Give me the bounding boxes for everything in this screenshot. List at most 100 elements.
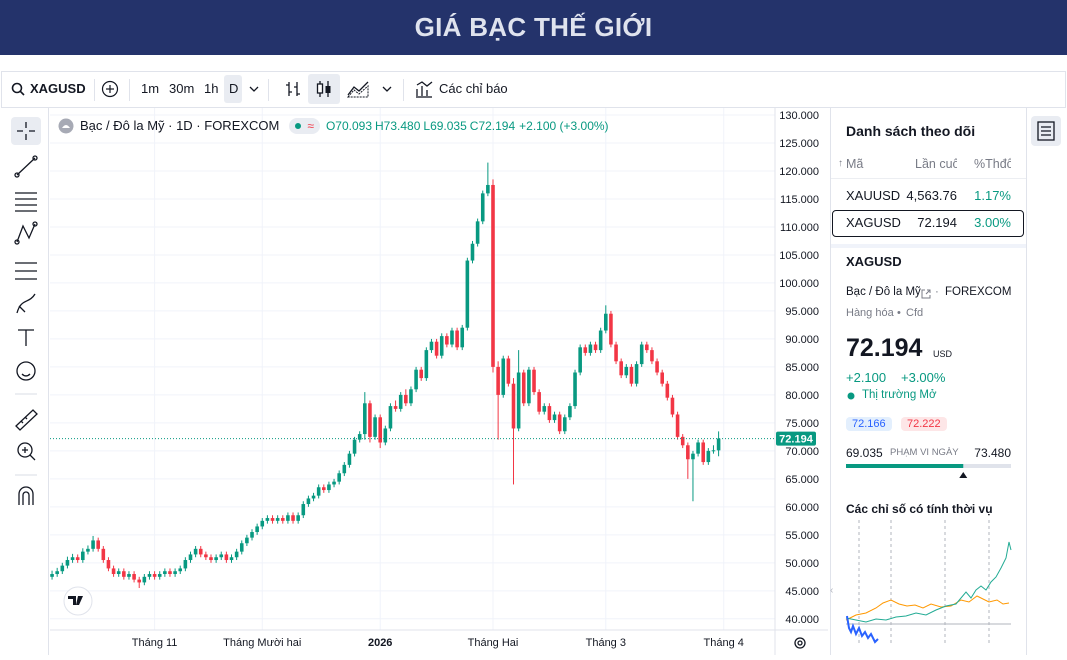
x-tick-label: Tháng 11 <box>132 637 178 649</box>
candle-body <box>527 369 531 404</box>
candle-body <box>598 330 603 351</box>
magnet-tool[interactable] <box>18 486 34 505</box>
interval[interactable]: D <box>229 81 239 96</box>
tool-icons <box>11 117 41 505</box>
y-tick-label: 40.000 <box>785 614 819 626</box>
column-header[interactable]: %Thđổi <box>974 157 1011 171</box>
candle-body <box>619 361 623 376</box>
candle-body <box>70 557 75 561</box>
candle-body <box>337 473 341 482</box>
symbol[interactable]: XAGUSD <box>30 81 86 96</box>
range-fill <box>846 464 964 468</box>
x-tick-label: Tháng Hai <box>468 637 519 649</box>
add-symbol[interactable] <box>101 80 119 98</box>
detail-price: 72.194 <box>846 334 923 362</box>
range-label: PHẠM VI NGÀY <box>890 447 959 458</box>
area-style-icon[interactable] <box>346 79 370 99</box>
pattern-tool[interactable] <box>16 223 36 243</box>
candle-body <box>532 369 536 393</box>
candle-body <box>342 464 347 474</box>
icon-tool[interactable] <box>16 361 36 381</box>
y-tick-label: 125.000 <box>779 138 819 150</box>
chart-style-menu[interactable] <box>382 85 392 93</box>
candle-body <box>101 548 106 561</box>
measure-tool[interactable] <box>15 409 38 431</box>
ask: 72.222 <box>901 417 947 431</box>
candle-body <box>419 369 424 379</box>
candle-body <box>670 397 675 415</box>
interval[interactable]: 30m <box>169 81 195 96</box>
candle-body <box>250 532 254 538</box>
interval-active-bg <box>224 75 242 103</box>
bar-style-icon[interactable] <box>283 79 303 99</box>
interval-menu[interactable] <box>249 85 259 93</box>
candle-body <box>445 336 449 345</box>
settings-icon[interactable] <box>794 637 806 649</box>
column-header[interactable]: Lần cuối <box>915 157 957 171</box>
indicators[interactable]: Các chỉ báo <box>439 81 508 96</box>
row-symbol[interactable]: XAGUSD <box>846 215 901 230</box>
right-panel: Danh sách theo dõi ↑ Mã Lần cuối %Thđổi … <box>830 108 1027 655</box>
candle-body <box>255 526 259 533</box>
market-status-pill[interactable]: ≈ <box>289 117 320 134</box>
selected-row[interactable] <box>832 210 1024 237</box>
collapse-button[interactable]: ‹ <box>830 585 834 596</box>
indicators-icon[interactable] <box>414 79 434 99</box>
range-marker <box>959 472 968 478</box>
legend-change: +2.100 (+3.00%) <box>519 118 609 133</box>
candle-body <box>470 243 475 261</box>
candle-style-icon[interactable] <box>314 79 334 99</box>
external-link[interactable] <box>920 288 932 300</box>
zoom-tool[interactable] <box>17 442 33 458</box>
candle-body <box>65 560 70 566</box>
forecast-tool[interactable] <box>15 262 37 280</box>
candle-body <box>686 445 690 460</box>
legend-close: C72.194 <box>469 118 516 133</box>
row-symbol[interactable]: XAUUSD <box>846 188 901 203</box>
row-last: 72.194 <box>917 215 957 230</box>
candle-body <box>506 358 511 384</box>
line-tool[interactable] <box>16 157 36 176</box>
column-header[interactable]: Mã <box>846 157 864 171</box>
candle-body <box>50 574 54 577</box>
detail-change: +2.100 <box>846 370 887 385</box>
candle-body <box>332 481 336 485</box>
watchlist-icon[interactable] <box>1028 108 1066 168</box>
candle-body <box>455 330 459 348</box>
candle-body <box>132 574 136 580</box>
candle-body <box>537 392 541 412</box>
candle-body <box>96 540 100 549</box>
text-tool[interactable] <box>18 329 34 346</box>
crosshair-tool[interactable] <box>17 122 35 140</box>
legend-title: Bạc / Đô la Mỹ · 1D · FOREXCOM <box>80 118 280 133</box>
candle-body <box>137 579 142 583</box>
candle-body <box>352 439 357 454</box>
last-price-box <box>776 431 816 446</box>
candle-body <box>604 313 608 331</box>
candle-body <box>388 406 393 429</box>
candle-body <box>609 313 613 345</box>
candle-body <box>542 406 547 412</box>
candle-body <box>291 515 295 521</box>
interval[interactable]: 1m <box>141 81 160 96</box>
candle-body <box>193 548 198 555</box>
interval[interactable]: 1h <box>204 81 219 96</box>
candle-body <box>219 554 224 558</box>
price-chart: 40.000 45.000 50.000 55.000 60.000 65.000 70.0… <box>50 108 828 655</box>
candle-body <box>183 560 188 569</box>
fib-tool[interactable] <box>15 192 37 212</box>
search-icon[interactable] <box>11 82 25 96</box>
y-tick-label: 95.000 <box>785 306 819 318</box>
header-title: GIÁ BẠC THẾ GIỚI <box>414 12 653 42</box>
candle-body <box>583 347 588 353</box>
candle-body <box>327 484 331 491</box>
candle-body <box>188 554 193 561</box>
candle-body <box>439 336 444 356</box>
detail-symbol: XAGUSD <box>846 254 902 269</box>
candles <box>50 162 721 589</box>
brush-tool[interactable] <box>16 293 36 314</box>
y-tick-label: 85.000 <box>785 362 819 374</box>
y-tick-label: 130.000 <box>779 110 819 122</box>
candle-body <box>480 193 485 222</box>
candle-body <box>552 414 557 421</box>
